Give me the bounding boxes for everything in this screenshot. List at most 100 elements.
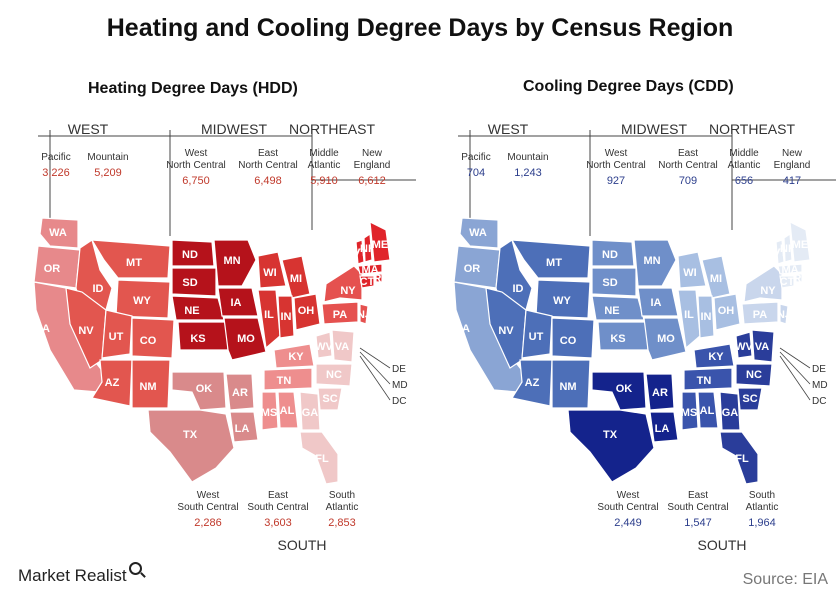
- division-value: 3,226: [42, 167, 70, 179]
- state-label-nc: NC: [326, 369, 342, 381]
- state-oh: [713, 293, 741, 331]
- state-label-ut: UT: [529, 331, 544, 343]
- state-label-nm: NM: [559, 381, 576, 393]
- state-label-va: VA: [755, 341, 770, 353]
- state-label-al: AL: [280, 405, 295, 417]
- state-label-la: LA: [235, 423, 250, 435]
- state-label-fl: FL: [315, 453, 329, 465]
- state-ms: [261, 391, 279, 431]
- state-ma: [357, 263, 383, 275]
- state-label-de: DE: [812, 364, 826, 375]
- state-wy: [535, 279, 591, 319]
- division-name: West: [185, 148, 208, 159]
- state-label-wy: WY: [133, 295, 151, 307]
- state-la: [229, 411, 259, 443]
- state-ut: [101, 309, 133, 359]
- state-label-or: OR: [44, 263, 61, 275]
- division-value: 656: [735, 175, 753, 187]
- hdd-map: WA OR CA ID NV MT WY UT CO AZ NM ND SD NE KS MN IA MO WI MI…: [33, 121, 416, 553]
- state-label-co: CO: [560, 335, 577, 347]
- state-label-ne: NE: [604, 305, 619, 317]
- division-name: Atlantic: [308, 160, 341, 171]
- state-sc: [317, 387, 343, 411]
- state-label-ny: NY: [340, 285, 356, 297]
- state-mi: [701, 255, 731, 299]
- division-name: South Central: [597, 502, 658, 513]
- state-mn: [633, 239, 677, 287]
- state-label-ks: KS: [190, 333, 205, 345]
- state-mt: [90, 239, 171, 279]
- state-label-dc: DC: [392, 396, 406, 407]
- state-mi: [281, 255, 311, 299]
- state-sd: [171, 267, 217, 297]
- state-tn: [263, 367, 313, 391]
- state-label-ga: GA: [722, 407, 739, 419]
- page-title: Heating and Cooling Degree Days by Censu…: [106, 14, 734, 42]
- state-label-ky: KY: [288, 351, 304, 363]
- state-ia: [637, 287, 679, 317]
- region-label-northeast: NORTHEAST: [709, 121, 796, 137]
- division-name: North Central: [238, 160, 297, 171]
- state-nj: [359, 303, 369, 325]
- division-name: New: [782, 148, 803, 159]
- cdd-map-title: Cooling Degree Days (CDD): [523, 78, 734, 95]
- division-name: East: [268, 490, 288, 501]
- state-label-pa: PA: [753, 309, 768, 321]
- state-label-ok: OK: [196, 383, 213, 395]
- state-label-ia: IA: [651, 297, 662, 309]
- state-label-nj: NJ: [357, 309, 371, 321]
- state-nc: [315, 363, 353, 387]
- state-nm: [131, 359, 171, 409]
- state-label-in: IN: [281, 311, 292, 323]
- state-la: [649, 411, 679, 443]
- state-label-az: AZ: [525, 377, 540, 389]
- division-value: 2,853: [328, 517, 356, 529]
- division-name: Pacific: [461, 152, 490, 163]
- state-ga: [299, 391, 321, 431]
- division-name: Atlantic: [326, 502, 359, 513]
- state-ct: [359, 275, 375, 289]
- callout-line: [359, 351, 391, 385]
- state-wa: [39, 217, 79, 249]
- region-label-south: SOUTH: [698, 537, 747, 553]
- state-mt: [510, 239, 591, 279]
- state-in: [697, 295, 715, 339]
- state-label-me: ME: [372, 239, 389, 251]
- state-label-ia: IA: [231, 297, 242, 309]
- state-label-ca: CA: [34, 323, 50, 335]
- state-wa: [459, 217, 499, 249]
- state-label-or: OR: [464, 263, 481, 275]
- state-ar: [225, 373, 255, 411]
- state-label-nj: NJ: [777, 309, 791, 321]
- callout-line: [779, 347, 811, 369]
- state-label-co: CO: [140, 335, 157, 347]
- state-label-ma: MA: [361, 264, 378, 276]
- division-name: England: [354, 160, 391, 171]
- state-label-ks: KS: [610, 333, 625, 345]
- state-ny: [743, 265, 783, 303]
- state-label-ut: UT: [109, 331, 124, 343]
- division-name: Mountain: [87, 152, 128, 163]
- state-nh: [783, 232, 793, 263]
- state-label-tx: TX: [603, 429, 618, 441]
- region-label-midwest: MIDWEST: [201, 121, 268, 137]
- state-fl: [299, 431, 339, 485]
- state-label-sc: SC: [742, 393, 757, 405]
- state-vt: [355, 239, 365, 265]
- hdd-map-title: Heating Degree Days (HDD): [88, 80, 298, 97]
- state-label-md: MD: [812, 380, 828, 391]
- division-name: East: [258, 148, 278, 159]
- state-co: [551, 317, 595, 359]
- division-name: North Central: [586, 160, 645, 171]
- state-va: [751, 329, 775, 363]
- state-label-tn: TN: [697, 375, 712, 387]
- state-label-md: MD: [392, 380, 408, 391]
- state-label-mn: MN: [223, 255, 240, 267]
- state-label-sd: SD: [602, 277, 617, 289]
- division-value: 5,209: [94, 167, 122, 179]
- state-label-al: AL: [700, 405, 715, 417]
- state-nc: [735, 363, 773, 387]
- division-value: 417: [783, 175, 801, 187]
- state-label-ar: AR: [232, 387, 248, 399]
- division-name: Atlantic: [728, 160, 761, 171]
